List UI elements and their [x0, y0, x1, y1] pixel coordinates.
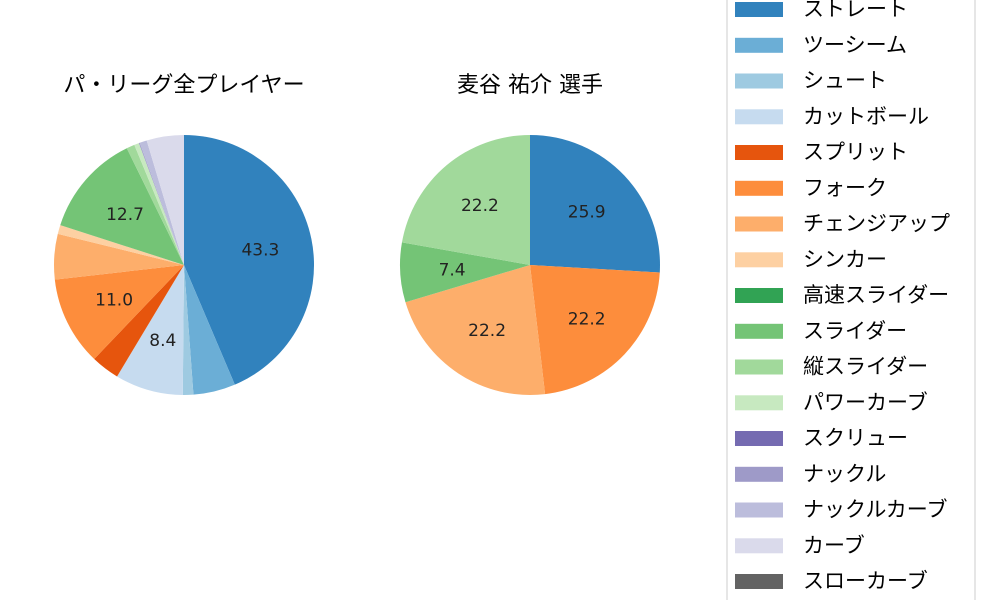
pie-slice: [126, 144, 184, 265]
legend-label: スライダー: [803, 319, 907, 343]
pie-slice: [530, 265, 660, 395]
legend-label: ストレート: [803, 0, 908, 21]
legend-swatch: [735, 574, 783, 589]
legend-swatch: [735, 73, 783, 89]
legend-label: 縦スライダー: [803, 355, 928, 379]
league-pie: パ・リーグ全プレイヤー 43.3 8.4 11.0 12.7: [54, 73, 315, 395]
slice-data-label: 11.0: [95, 291, 133, 311]
pie-slice: [117, 265, 184, 395]
legend-label: ナックル: [803, 462, 886, 486]
pie-slice: [401, 134, 530, 265]
slice-data-label: 22.2: [468, 321, 506, 341]
pie-slice: [54, 265, 184, 360]
pie-slice: [138, 142, 184, 265]
legend-swatch: [735, 37, 783, 53]
legend-label: チェンジアップ: [803, 212, 950, 236]
legend-label: シュート: [803, 69, 887, 93]
pie-slice: [182, 265, 194, 395]
legend-swatch: [735, 538, 783, 554]
pie-slice: [139, 140, 184, 265]
pie-slice: [94, 265, 184, 377]
pie-slice: [399, 242, 530, 303]
slice-data-label: 7.4: [439, 261, 466, 281]
legend-frame: [726, 0, 976, 600]
legend-swatch: [735, 359, 783, 375]
slice-data-label: 8.4: [149, 331, 176, 351]
legend-label: スローカーブ: [803, 569, 928, 593]
legend-label: シンカー: [803, 247, 887, 271]
slice-data-label: 43.3: [241, 240, 279, 260]
legend-label: 高速スライダー: [803, 283, 949, 307]
legend-label: ナックルカーブ: [803, 498, 947, 522]
pie-slice: [134, 143, 184, 265]
legend-swatch: [735, 323, 783, 339]
legend: ストレートツーシームシュートカットボールスプリットフォークチェンジアップシンカー…: [726, 0, 976, 600]
legend-label: スプリット: [803, 140, 908, 164]
legend-swatch: [735, 2, 783, 17]
legend-swatch: [735, 288, 783, 303]
legend-label: カットボール: [803, 104, 929, 128]
slice-data-label: 22.2: [568, 310, 606, 330]
legend-swatch: [735, 109, 783, 125]
legend-swatch: [735, 395, 783, 411]
legend-label: フォーク: [803, 176, 887, 200]
pie-slice: [405, 265, 546, 395]
pie-slice: [184, 265, 235, 395]
legend-label: パワーカーブ: [803, 390, 928, 414]
legend-swatch: [735, 145, 783, 160]
pie-slice: [146, 135, 184, 265]
legend-swatch: [735, 216, 783, 232]
pie-slice: [60, 148, 185, 265]
player-pie-title: 麦谷 祐介 選手: [457, 73, 603, 98]
slice-data-label: 25.9: [568, 203, 606, 223]
slice-data-label: 12.7: [106, 205, 144, 225]
legend-label: ツーシーム: [803, 33, 907, 57]
pie-slice: [530, 135, 661, 273]
legend-swatch: [735, 180, 783, 196]
legend-label: スクリュー: [803, 426, 908, 450]
legend-swatch: [735, 252, 783, 268]
pie-slice: [57, 225, 184, 265]
legend-label: カーブ: [803, 533, 865, 557]
player-pie: 麦谷 祐介 選手 25.9 22.2 22.2 7.4 22.2: [399, 73, 661, 395]
legend-swatch: [735, 466, 783, 482]
legend-swatch: [735, 431, 783, 446]
legend-swatch: [735, 502, 783, 518]
slice-data-label: 22.2: [461, 196, 499, 216]
pie-slice: [54, 233, 185, 280]
pie-slice: [184, 135, 315, 385]
league-pie-title: パ・リーグ全プレイヤー: [63, 73, 304, 98]
